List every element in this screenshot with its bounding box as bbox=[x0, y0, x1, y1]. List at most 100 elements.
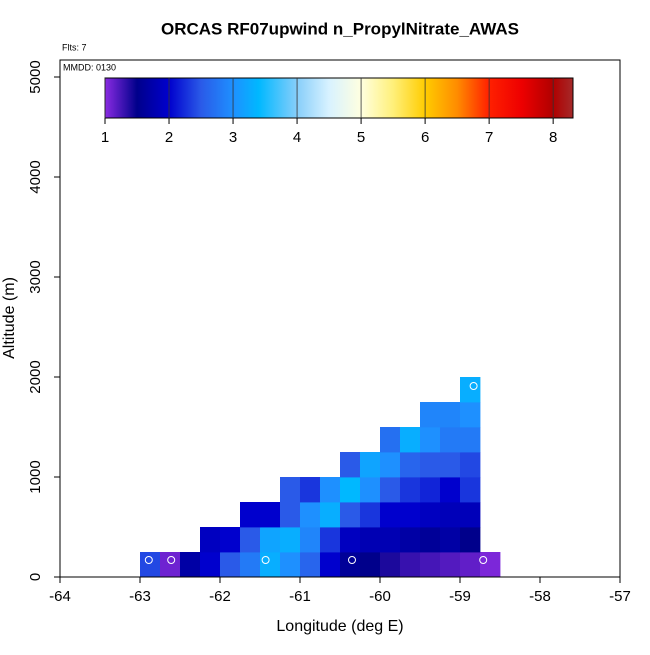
sample-point bbox=[167, 556, 176, 564]
x-tick-label: -57 bbox=[609, 588, 631, 605]
heatmap-cell bbox=[380, 502, 401, 528]
heatmap-cell bbox=[420, 452, 441, 478]
heatmap-cell bbox=[440, 527, 461, 553]
x-tick-label: -64 bbox=[49, 588, 71, 605]
heatmap-cell bbox=[440, 502, 461, 528]
colorbar-tick-label: 3 bbox=[229, 129, 237, 146]
heatmap-cell bbox=[440, 452, 461, 478]
heatmap-cell bbox=[300, 502, 321, 528]
heatmap-cell bbox=[460, 527, 481, 553]
heatmap-cell bbox=[200, 527, 221, 553]
x-tick-label: -58 bbox=[529, 588, 551, 605]
heatmap-cell bbox=[460, 452, 481, 478]
y-axis-label: Altitude (m) bbox=[1, 277, 18, 359]
heatmap-cell bbox=[340, 527, 361, 553]
heatmap-cell bbox=[420, 552, 441, 578]
heatmap-cell bbox=[380, 527, 401, 553]
y-tick-label: 2000 bbox=[27, 360, 44, 393]
heatmap-cell bbox=[280, 552, 301, 578]
heatmap-cell bbox=[440, 477, 461, 503]
heatmap-cell bbox=[460, 427, 481, 453]
colorbar-tick-label: 7 bbox=[485, 129, 493, 146]
heatmap-cell bbox=[160, 552, 181, 578]
heatmap-cell bbox=[360, 452, 381, 478]
heatmap-cell bbox=[260, 527, 281, 553]
heatmap-cell bbox=[300, 552, 321, 578]
heatmap-cell bbox=[380, 552, 401, 578]
colorbar bbox=[104, 77, 574, 119]
heatmap-cell bbox=[240, 502, 261, 528]
heatmap-cell bbox=[460, 477, 481, 503]
heatmap-cell bbox=[340, 452, 361, 478]
heatmap-cell bbox=[340, 477, 361, 503]
heatmap-cell bbox=[420, 527, 441, 553]
heatmap-cell bbox=[260, 502, 281, 528]
x-tick-label: -63 bbox=[129, 588, 151, 605]
colorbar-tick-label: 4 bbox=[293, 129, 301, 146]
sample-point bbox=[469, 382, 478, 390]
heatmap-cell bbox=[460, 502, 481, 528]
heatmap-cell bbox=[300, 477, 321, 503]
heatmap-cell bbox=[480, 552, 501, 578]
y-tick-label: 4000 bbox=[27, 160, 44, 193]
heatmap-cell bbox=[280, 477, 301, 503]
x-tick-label: -59 bbox=[449, 588, 471, 605]
heatmap-cell bbox=[460, 377, 481, 403]
y-tick-label: 5000 bbox=[27, 60, 44, 93]
colorbar-tick-label: 2 bbox=[165, 129, 173, 146]
heatmap-cell bbox=[280, 502, 301, 528]
colorbar-tick-label: 8 bbox=[549, 129, 557, 146]
annotation: Flts: 7 bbox=[62, 42, 87, 52]
chart-title: ORCAS RF07upwind n_PropylNitrate_AWAS bbox=[161, 19, 519, 38]
heatmap-cell bbox=[440, 427, 461, 453]
colorbar-tick-label: 5 bbox=[357, 129, 365, 146]
heatmap-cell bbox=[360, 552, 381, 578]
heatmap-cell bbox=[400, 527, 421, 553]
heatmap-cell bbox=[260, 552, 281, 578]
heatmap-cell bbox=[420, 427, 441, 453]
heatmap-cell bbox=[380, 452, 401, 478]
heatmap-cell bbox=[220, 527, 241, 553]
heatmap-cell bbox=[340, 552, 361, 578]
heatmap-cell bbox=[360, 477, 381, 503]
plot-frame bbox=[59, 59, 621, 578]
heatmap-cell bbox=[440, 552, 461, 578]
heatmap-cell bbox=[400, 477, 421, 503]
heatmap-cell bbox=[360, 527, 381, 553]
heatmap-cell bbox=[320, 477, 341, 503]
sample-point bbox=[144, 556, 153, 564]
heatmap-cell bbox=[240, 552, 261, 578]
heatmap-cell bbox=[400, 502, 421, 528]
heatmap-cell bbox=[380, 477, 401, 503]
heatmap-cell bbox=[420, 402, 441, 428]
annotation: MMDD: 0130 bbox=[63, 62, 116, 72]
x-axis-label: Longitude (deg E) bbox=[276, 618, 403, 635]
heatmap-cell bbox=[400, 452, 421, 478]
heatmap-cell bbox=[320, 502, 341, 528]
heatmap-cell bbox=[340, 502, 361, 528]
heatmap-cell bbox=[420, 502, 441, 528]
heatmap-cell bbox=[400, 552, 421, 578]
x-tick-label: -61 bbox=[289, 588, 311, 605]
x-tick-label: -60 bbox=[369, 588, 391, 605]
heatmap-cell bbox=[320, 552, 341, 578]
sample-point bbox=[479, 556, 488, 564]
sample-point bbox=[261, 556, 270, 564]
heatmap-cell bbox=[400, 427, 421, 453]
heatmap-cell bbox=[280, 527, 301, 553]
colorbar-tick-label: 1 bbox=[101, 129, 109, 146]
heatmap-cell bbox=[420, 477, 441, 503]
heatmap-cell bbox=[320, 527, 341, 553]
colorbar-tick-label: 6 bbox=[421, 129, 429, 146]
y-tick-label: 0 bbox=[27, 573, 44, 581]
sample-point bbox=[348, 556, 356, 564]
heatmap-cell bbox=[220, 552, 241, 578]
heatmap-cell bbox=[460, 402, 481, 428]
heatmap-cell bbox=[180, 552, 201, 578]
y-tick-label: 3000 bbox=[27, 260, 44, 293]
heatmap-cell bbox=[240, 527, 261, 553]
y-tick-label: 1000 bbox=[27, 460, 44, 493]
x-tick-label: -62 bbox=[209, 588, 231, 605]
heatmap-cell bbox=[380, 427, 401, 453]
